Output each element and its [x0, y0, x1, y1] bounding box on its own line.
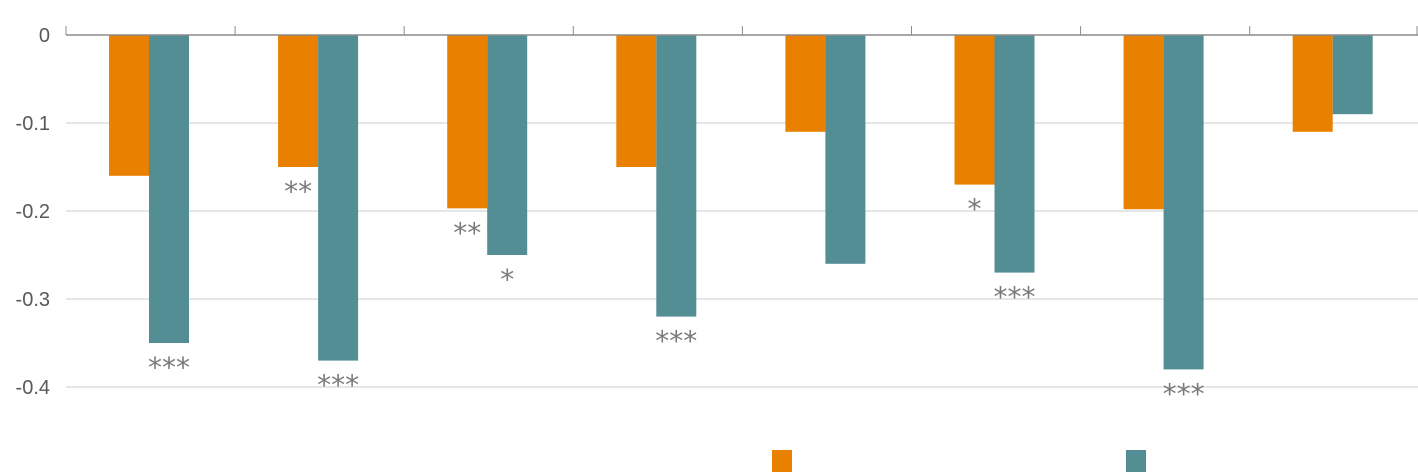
bars — [109, 35, 1373, 370]
significance-labels: ********************* — [148, 175, 1205, 410]
significance-label-series1-group6: * — [968, 193, 982, 226]
legend-swatch-series1 — [772, 450, 792, 472]
bar-series1-group1 — [109, 35, 149, 176]
y-tick-label-1: -0.1 — [16, 113, 50, 135]
bar-series2-group7 — [1163, 35, 1204, 370]
legend-swatch-series2 — [1126, 450, 1146, 472]
bar-series2-group2 — [318, 35, 359, 361]
bar-series1-group2 — [278, 35, 319, 167]
bar-series1-group7 — [1123, 35, 1164, 210]
significance-label-series2-group7: *** — [1163, 377, 1205, 410]
legend — [772, 450, 1146, 472]
significance-label-series2-group2: *** — [317, 369, 359, 402]
significance-label-series1-group2: ** — [284, 175, 312, 208]
y-tick-label-3: -0.3 — [16, 289, 50, 311]
bar-series2-group1 — [149, 35, 189, 343]
significance-label-series2-group3: * — [500, 263, 514, 296]
bar-series2-group4 — [656, 35, 697, 317]
x-axis — [65, 26, 1418, 36]
significance-label-series2-group1: *** — [148, 351, 190, 384]
y-tick-label-0: 0 — [39, 25, 50, 47]
y-axis-tick-labels: 0 -0.1 -0.2 -0.3 -0.4 — [16, 25, 50, 399]
bar-series2-group5 — [825, 35, 866, 264]
y-tick-label-4: -0.4 — [16, 377, 50, 399]
bar-series1-group3 — [447, 35, 488, 209]
significance-label-series2-group6: *** — [994, 281, 1036, 314]
significance-label-series2-group4: *** — [655, 325, 697, 358]
bar-series2-group3 — [487, 35, 528, 255]
y-tick-label-2: -0.2 — [16, 201, 50, 223]
bar-series2-group6 — [994, 35, 1035, 273]
significance-label-series1-group3: ** — [453, 216, 481, 249]
gridlines — [66, 122, 1418, 388]
bar-series1-group8 — [1292, 35, 1333, 132]
bar-series1-group6 — [954, 35, 995, 185]
bar-series1-group5 — [785, 35, 826, 132]
bar-series1-group4 — [616, 35, 657, 167]
bar-series2-group8 — [1332, 35, 1373, 115]
